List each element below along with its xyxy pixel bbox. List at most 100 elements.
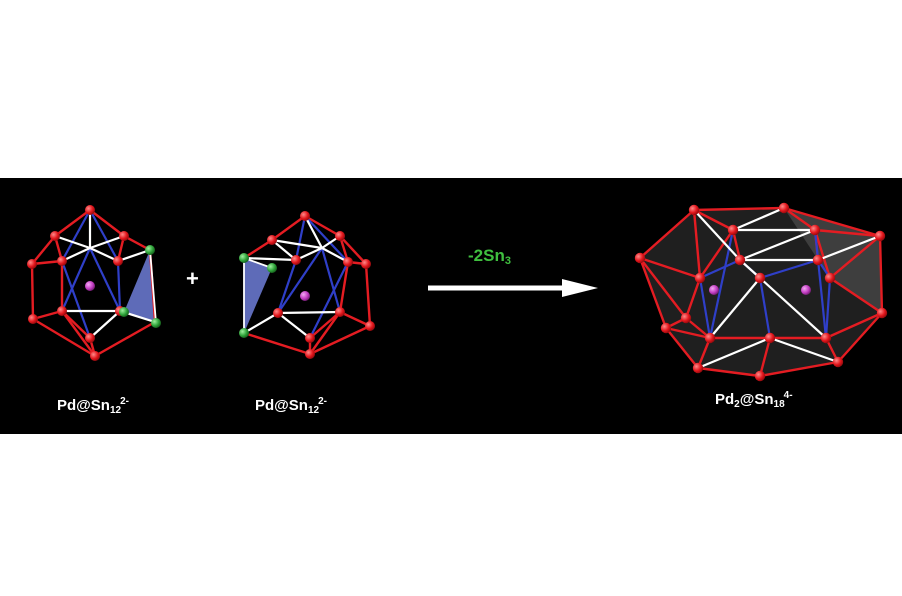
reaction-condition: -2Sn3 xyxy=(468,246,511,267)
outer-bond xyxy=(692,208,702,280)
sn-atom xyxy=(704,332,716,344)
white-bond xyxy=(88,309,122,340)
outer-bond xyxy=(813,228,832,280)
outer-bond xyxy=(303,214,342,238)
sn-atom xyxy=(27,259,37,269)
outer-bond xyxy=(684,276,702,320)
sn-atom xyxy=(365,321,375,331)
inner-bond xyxy=(276,258,298,315)
sn-atom xyxy=(335,231,345,241)
sn-atom xyxy=(754,370,766,382)
sn-atom xyxy=(361,259,371,269)
pd-sn12-cluster-left xyxy=(27,205,161,361)
outer-bond xyxy=(270,214,307,242)
outer-bond xyxy=(31,309,64,321)
outer-bond xyxy=(31,317,97,358)
sn-atom xyxy=(57,256,67,266)
inner-bond xyxy=(88,246,122,313)
outer-bond xyxy=(242,331,312,356)
sn-atom xyxy=(343,257,353,267)
label-product-pre-sub: 2 xyxy=(734,399,740,410)
sn-atom xyxy=(305,349,315,359)
outer-bond xyxy=(308,310,342,356)
inner-bond xyxy=(758,258,820,280)
sn-atom xyxy=(824,272,836,284)
outer-bond xyxy=(696,336,712,370)
label-left-sub: 12 xyxy=(109,405,122,416)
sn-atom xyxy=(85,333,95,343)
reaction-scheme: + -2Sn3 Pd@Sn122- Pd@Sn122- Pd2@Sn184- xyxy=(0,178,902,434)
pd2-sn18-cluster xyxy=(634,202,888,382)
sn-atom xyxy=(809,224,821,236)
sn-atom xyxy=(335,307,345,317)
outer-bond xyxy=(782,206,817,232)
label-middle-cluster: Pd@Sn122- xyxy=(255,396,327,416)
white-bond xyxy=(692,208,742,262)
sn-atom xyxy=(688,204,700,216)
outer-bond xyxy=(93,320,157,358)
outer-bond xyxy=(30,259,64,266)
outer-bond xyxy=(638,208,696,260)
pd-atom xyxy=(300,291,310,301)
outer-bond xyxy=(664,326,700,370)
label-product-base: @Sn xyxy=(739,391,774,408)
removed-sn-atom xyxy=(239,328,249,338)
sn-atom xyxy=(305,333,315,343)
outer-bond xyxy=(308,310,342,340)
removed-face xyxy=(124,250,156,323)
white-bond xyxy=(60,246,92,263)
outer-bond xyxy=(638,256,702,280)
sn-atom xyxy=(692,362,704,374)
outer-bond xyxy=(828,234,882,280)
removed-face xyxy=(244,258,272,333)
white-bond xyxy=(88,246,120,263)
outer-bond xyxy=(782,206,882,238)
pd-atom xyxy=(709,285,719,295)
outer-bond xyxy=(664,326,712,340)
sn-atom xyxy=(300,211,310,221)
pd-atom xyxy=(85,281,95,291)
outer-bond xyxy=(338,260,350,314)
white-bond xyxy=(758,276,828,340)
white-bond xyxy=(270,238,324,250)
white-bond xyxy=(116,248,152,263)
sn-atom xyxy=(85,205,95,215)
outer-bond xyxy=(828,276,884,315)
label-left-base: Pd@Sn xyxy=(57,397,110,414)
inner-bond xyxy=(276,246,324,315)
white-bond xyxy=(242,311,280,335)
sn-atom xyxy=(119,231,129,241)
inner-bond xyxy=(813,228,828,340)
sn-atom xyxy=(764,332,776,344)
white-bond xyxy=(88,234,126,250)
sn-atom xyxy=(90,351,100,361)
sn-atom xyxy=(680,312,692,324)
outer-bond xyxy=(684,316,712,340)
outer-bond xyxy=(836,311,884,364)
label-product-pre: Pd xyxy=(715,391,735,408)
sn-atom xyxy=(754,272,766,284)
pd-atom xyxy=(801,285,811,295)
outer-bond xyxy=(758,336,772,378)
removed-sn-atom xyxy=(151,318,161,328)
sn-atom xyxy=(273,308,283,318)
inner-bond xyxy=(320,246,342,314)
inner-bond xyxy=(303,214,350,264)
sn-atom xyxy=(634,252,646,264)
label-left-sup: 2- xyxy=(120,396,129,407)
sn-atom xyxy=(874,230,886,242)
outer-bond xyxy=(692,206,786,212)
label-middle-sub: 12 xyxy=(307,405,320,416)
outer-bond xyxy=(758,360,840,378)
sn-atom xyxy=(28,314,38,324)
sn-atom xyxy=(832,356,844,368)
outer-bond xyxy=(638,256,668,330)
inner-bond xyxy=(698,276,712,340)
white-bond xyxy=(768,336,840,364)
sn-atom xyxy=(694,272,706,284)
inner-bond xyxy=(758,276,772,340)
label-middle-sup: 2- xyxy=(318,396,327,407)
outer-bond xyxy=(824,311,884,340)
inner-bond xyxy=(308,260,350,340)
removed-sn-atom xyxy=(145,245,155,255)
